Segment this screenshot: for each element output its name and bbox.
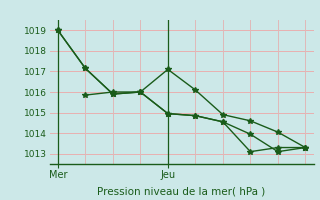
X-axis label: Pression niveau de la mer( hPa ): Pression niveau de la mer( hPa ) [98,186,266,196]
